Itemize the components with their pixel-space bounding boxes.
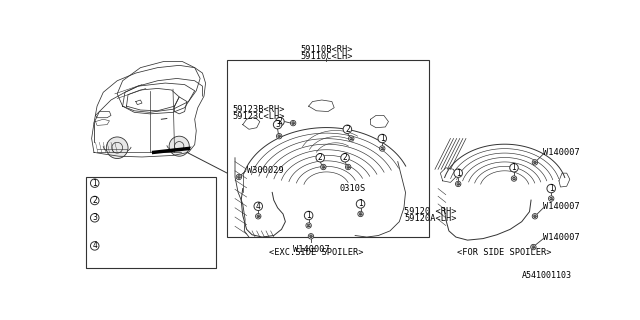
Text: 3: 3 bbox=[92, 213, 97, 222]
Circle shape bbox=[276, 133, 282, 139]
Circle shape bbox=[511, 176, 516, 181]
Text: 4: 4 bbox=[256, 202, 260, 211]
Text: W140007: W140007 bbox=[543, 202, 580, 211]
Text: 2: 2 bbox=[92, 196, 97, 205]
Circle shape bbox=[106, 137, 128, 158]
Circle shape bbox=[306, 223, 311, 228]
Text: 1: 1 bbox=[358, 199, 363, 208]
Circle shape bbox=[255, 213, 261, 219]
Circle shape bbox=[509, 164, 518, 172]
Circle shape bbox=[276, 117, 284, 126]
Text: (1001-   ): (1001- ) bbox=[151, 202, 202, 211]
Text: 59120 <RH>: 59120 <RH> bbox=[404, 207, 456, 216]
Circle shape bbox=[378, 134, 387, 143]
Circle shape bbox=[548, 196, 554, 201]
Circle shape bbox=[380, 146, 385, 151]
Text: 59110C<LH>: 59110C<LH> bbox=[300, 52, 353, 61]
Bar bbox=[86, 177, 216, 268]
Text: 0560042: 0560042 bbox=[106, 237, 141, 246]
Text: 2: 2 bbox=[342, 153, 348, 162]
Text: (0903-   ): (0903- ) bbox=[151, 237, 202, 246]
Circle shape bbox=[90, 242, 99, 250]
Circle shape bbox=[454, 169, 463, 177]
Text: W140007: W140007 bbox=[543, 233, 580, 242]
Text: 59110B<RH>: 59110B<RH> bbox=[300, 44, 353, 53]
Text: 2: 2 bbox=[278, 117, 282, 126]
Bar bbox=[227, 60, 429, 237]
Circle shape bbox=[346, 164, 351, 170]
Text: 59120A<LH>: 59120A<LH> bbox=[404, 214, 456, 223]
Text: 1: 1 bbox=[511, 163, 516, 172]
Circle shape bbox=[90, 213, 99, 222]
Circle shape bbox=[273, 120, 282, 129]
Text: W140065: W140065 bbox=[106, 202, 141, 211]
Circle shape bbox=[236, 174, 241, 180]
Text: 45687: 45687 bbox=[106, 179, 131, 188]
Circle shape bbox=[321, 164, 326, 170]
Text: A541001103: A541001103 bbox=[522, 271, 572, 280]
Text: 3: 3 bbox=[275, 120, 280, 129]
Text: 2: 2 bbox=[318, 153, 323, 162]
Circle shape bbox=[316, 154, 324, 162]
Circle shape bbox=[90, 196, 99, 205]
Circle shape bbox=[340, 154, 349, 162]
Text: (   -1001): ( -1001) bbox=[151, 191, 202, 200]
Text: <FOR SIDE SPOILER>: <FOR SIDE SPOILER> bbox=[458, 248, 552, 257]
Circle shape bbox=[349, 136, 354, 141]
Circle shape bbox=[308, 234, 314, 239]
Text: 59188B: 59188B bbox=[106, 191, 136, 200]
Text: 59187: 59187 bbox=[106, 226, 131, 235]
Text: (   -0903): ( -0903) bbox=[151, 226, 202, 235]
Text: W140007: W140007 bbox=[292, 245, 330, 254]
Circle shape bbox=[531, 244, 536, 250]
Text: 1: 1 bbox=[549, 184, 554, 193]
Text: W300029: W300029 bbox=[246, 166, 284, 175]
Text: 59123C<LH>: 59123C<LH> bbox=[233, 112, 285, 121]
Circle shape bbox=[343, 125, 351, 133]
Text: 1: 1 bbox=[307, 211, 311, 220]
Circle shape bbox=[547, 184, 556, 193]
Circle shape bbox=[291, 120, 296, 126]
Circle shape bbox=[358, 211, 364, 217]
Text: 59123B<RH>: 59123B<RH> bbox=[233, 105, 285, 114]
Text: 1: 1 bbox=[92, 179, 97, 188]
Text: 2: 2 bbox=[345, 125, 349, 134]
Circle shape bbox=[456, 181, 461, 187]
Circle shape bbox=[532, 160, 538, 165]
Text: 59114: 59114 bbox=[106, 213, 131, 222]
Circle shape bbox=[90, 179, 99, 188]
Circle shape bbox=[532, 213, 538, 219]
Text: 0310S: 0310S bbox=[340, 184, 366, 193]
Text: W140007: W140007 bbox=[543, 148, 580, 157]
Circle shape bbox=[169, 136, 189, 156]
Circle shape bbox=[254, 202, 262, 211]
Text: <EXC.SIDE SPOILER>: <EXC.SIDE SPOILER> bbox=[269, 248, 364, 257]
Text: 1: 1 bbox=[380, 134, 385, 143]
Circle shape bbox=[305, 211, 313, 220]
Text: 1: 1 bbox=[456, 169, 461, 178]
Circle shape bbox=[356, 200, 365, 208]
Text: 4: 4 bbox=[92, 241, 97, 251]
